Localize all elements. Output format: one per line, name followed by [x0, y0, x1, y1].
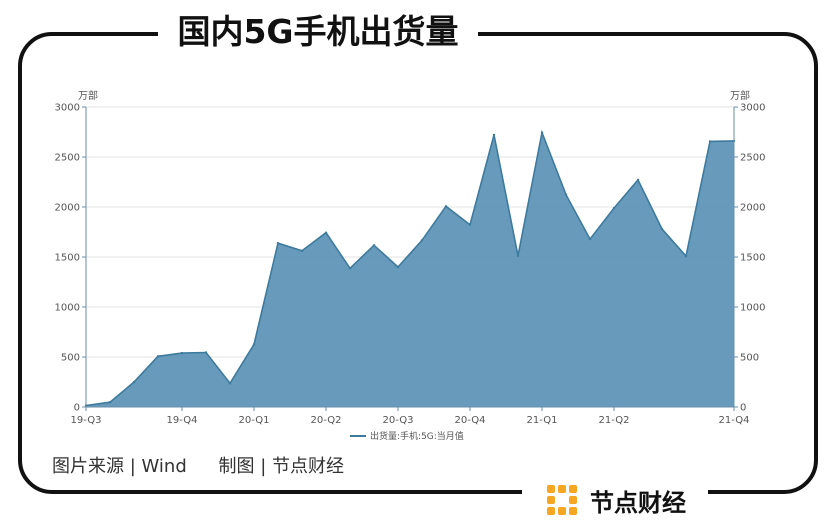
x-tick-label: 21-Q1 — [527, 415, 558, 426]
y-unit-right: 万部 — [730, 89, 750, 102]
data-point — [228, 382, 232, 385]
source-line: 图片来源 | Wind 制图 | 节点财经 — [52, 452, 344, 478]
logo-dot — [569, 485, 577, 493]
y-tick-label-left: 500 — [61, 353, 80, 364]
data-point — [324, 231, 328, 234]
y-tick-label-right: 2000 — [740, 203, 765, 214]
series-line — [85, 129, 735, 407]
data-point — [516, 254, 520, 258]
y-tick-label-left: 2500 — [55, 153, 80, 164]
series-area — [86, 132, 734, 407]
x-tick-label: 19-Q4 — [167, 415, 198, 426]
logo-dot — [547, 507, 555, 515]
data-point — [180, 351, 184, 355]
chart-area: 0 0 500 500 1000 1000 1500 1500 2000 2000 2500 2500… — [48, 86, 770, 446]
x-tick-label: 21-Q4 — [719, 415, 750, 426]
chart-title: 国内5G手机出货量 — [158, 8, 478, 56]
data-point — [564, 193, 568, 196]
data-point — [276, 242, 280, 245]
dot-grid-logo-icon — [547, 485, 577, 515]
data-point — [156, 355, 160, 358]
data-point — [684, 254, 688, 258]
data-point — [468, 223, 472, 226]
y-tick-label-right: 1000 — [740, 303, 765, 314]
y-tick-label-right: 3000 — [740, 103, 765, 114]
data-point — [396, 265, 400, 269]
data-point — [252, 343, 256, 346]
x-tick-label: 20-Q2 — [311, 415, 342, 426]
logo-dot — [547, 496, 555, 504]
legend-label: 出货量:手机:5G:当月值 — [370, 430, 464, 442]
x-tick-label: 20-Q4 — [455, 415, 486, 426]
logo-dot — [558, 507, 566, 515]
data-point — [300, 249, 304, 252]
shipment-chart: 0 0 500 500 1000 1000 1500 1500 2000 2000 2500 2500… — [55, 89, 766, 442]
brand-badge: 节点财经 — [522, 478, 708, 522]
data-point — [348, 267, 352, 270]
logo-dot — [569, 496, 577, 504]
data-point — [660, 227, 664, 231]
x-tick-label: 19-Q3 — [71, 415, 102, 426]
logo-dot — [558, 496, 566, 504]
data-point — [420, 239, 424, 242]
data-point — [708, 140, 712, 143]
x-tick-label: 20-Q3 — [383, 415, 414, 426]
y-tick-label-left: 0 — [74, 403, 80, 414]
logo-dot — [547, 485, 555, 493]
credit-text: 制图 | 节点财经 — [218, 456, 344, 477]
x-tick-label: 21-Q2 — [599, 415, 630, 426]
data-point — [612, 206, 616, 210]
logo-dot — [569, 507, 577, 515]
y-tick-label-right: 2500 — [740, 153, 765, 164]
y-unit-left: 万部 — [78, 89, 98, 102]
data-point — [636, 178, 640, 182]
logo-dot — [558, 485, 566, 493]
data-point — [132, 380, 136, 384]
brand-name: 节点财经 — [590, 488, 686, 517]
data-point — [588, 237, 592, 241]
y-tick-label-right: 0 — [740, 403, 746, 414]
data-point — [444, 205, 448, 208]
data-point — [204, 351, 208, 354]
y-tick-label-right: 1500 — [740, 253, 765, 264]
data-point — [492, 133, 496, 137]
y-tick-label-left: 1500 — [55, 253, 80, 264]
y-tick-label-left: 2000 — [55, 203, 80, 214]
data-point — [540, 131, 544, 134]
data-point — [372, 244, 376, 247]
data-point — [108, 401, 112, 404]
x-tick-label: 20-Q1 — [239, 415, 270, 426]
y-tick-label-left: 3000 — [55, 103, 80, 114]
y-tick-label-left: 1000 — [55, 303, 80, 314]
source-text: 图片来源 | Wind — [52, 456, 187, 477]
y-tick-label-right: 500 — [740, 353, 759, 364]
